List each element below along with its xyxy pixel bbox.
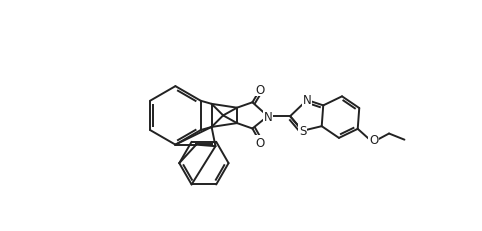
Text: O: O (255, 83, 265, 96)
Text: S: S (299, 125, 306, 138)
Text: O: O (255, 136, 265, 149)
Text: N: N (303, 94, 311, 107)
Text: O: O (369, 134, 378, 146)
Text: N: N (264, 110, 272, 123)
